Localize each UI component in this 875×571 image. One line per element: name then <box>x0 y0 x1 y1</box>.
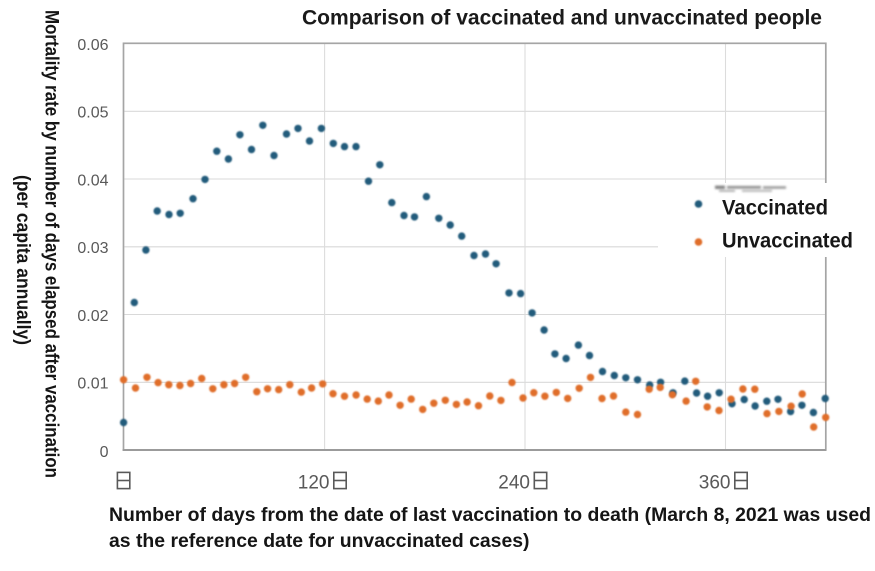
svg-text:120: 120 <box>298 473 330 494</box>
svg-text:as the reference date for unva: as the reference date for unvaccinated c… <box>109 531 530 552</box>
svg-text:0: 0 <box>100 444 109 461</box>
svg-text:360: 360 <box>699 473 731 494</box>
svg-text:0.05: 0.05 <box>77 105 108 122</box>
svg-text:0.04: 0.04 <box>77 172 108 189</box>
svg-text:0.02: 0.02 <box>77 308 108 325</box>
svg-text:Vaccinated: Vaccinated <box>722 196 828 220</box>
svg-text:Number of days from the date o: Number of days from the date of last vac… <box>109 505 871 526</box>
svg-text:240: 240 <box>498 473 530 494</box>
svg-text:Mortality rate by number of da: Mortality rate by number of days elapsed… <box>41 10 63 478</box>
svg-text:0.06: 0.06 <box>77 37 108 54</box>
svg-text:Comparison of vaccinated and u: Comparison of vaccinated and unvaccinate… <box>302 6 822 30</box>
svg-text:(per capita annually): (per capita annually) <box>12 175 34 345</box>
svg-text:0.01: 0.01 <box>77 376 108 393</box>
svg-text:Unvaccinated: Unvaccinated <box>722 229 853 253</box>
svg-text:0.03: 0.03 <box>77 240 108 257</box>
